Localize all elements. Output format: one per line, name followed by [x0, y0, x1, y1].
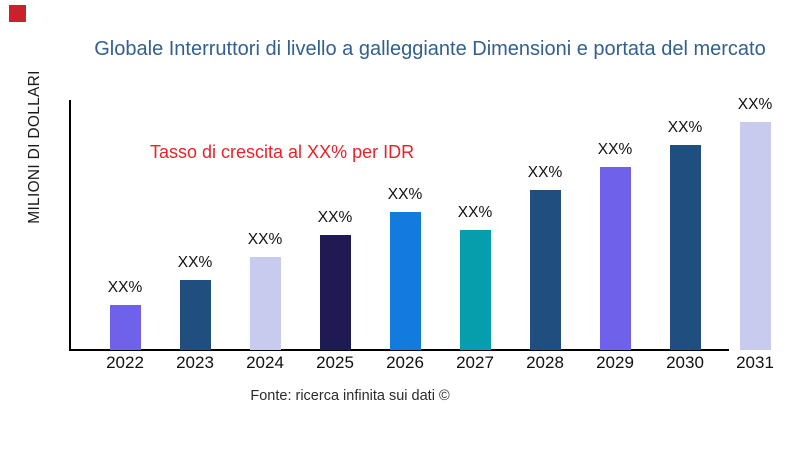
bar: [459, 230, 491, 350]
bar-value-label: XX%: [737, 96, 773, 113]
x-tick-label: 2024: [246, 353, 284, 372]
bar-value-label: XX%: [597, 141, 633, 158]
bar-value-label: XX%: [247, 231, 283, 248]
bar: [739, 122, 771, 350]
y-axis-line: [69, 100, 71, 350]
x-tick-label: 2023: [176, 353, 214, 372]
x-tick-label: 2022: [106, 353, 144, 372]
y-axis-label: MILIONI DI DOLLARI: [26, 70, 43, 224]
source-note: Fonte: ricerca infinita sui dati ©: [250, 388, 450, 404]
bar-value-label: XX%: [527, 164, 563, 181]
x-tick-label: 2029: [596, 353, 634, 372]
bar: [179, 280, 211, 350]
bar: [319, 235, 351, 350]
x-tick-label: 2027: [456, 353, 494, 372]
x-axis-line: [69, 349, 729, 351]
bar: [249, 257, 281, 350]
x-tick-label: 2026: [386, 353, 424, 372]
growth-rate-annotation: Tasso di crescita al XX% per IDR: [150, 142, 415, 162]
bar-value-label: XX%: [387, 186, 423, 203]
x-tick-label: 2028: [526, 353, 564, 372]
chart-title: Globale Interruttori di livello a galleg…: [94, 38, 766, 60]
bar-value-label: XX%: [107, 279, 143, 296]
bar-value-label: XX%: [667, 119, 703, 136]
brand-mark: [9, 5, 26, 22]
bar-value-label: XX%: [177, 254, 213, 271]
bar: [389, 212, 421, 350]
bar: [109, 305, 141, 350]
bar: [529, 190, 561, 350]
x-tick-label: 2025: [316, 353, 354, 372]
bar: [599, 167, 631, 350]
bar-value-label: XX%: [457, 204, 493, 221]
bar: [669, 145, 701, 350]
bar-value-label: XX%: [317, 209, 353, 226]
x-tick-label: 2030: [666, 353, 704, 372]
x-tick-label: 2031: [736, 353, 774, 372]
